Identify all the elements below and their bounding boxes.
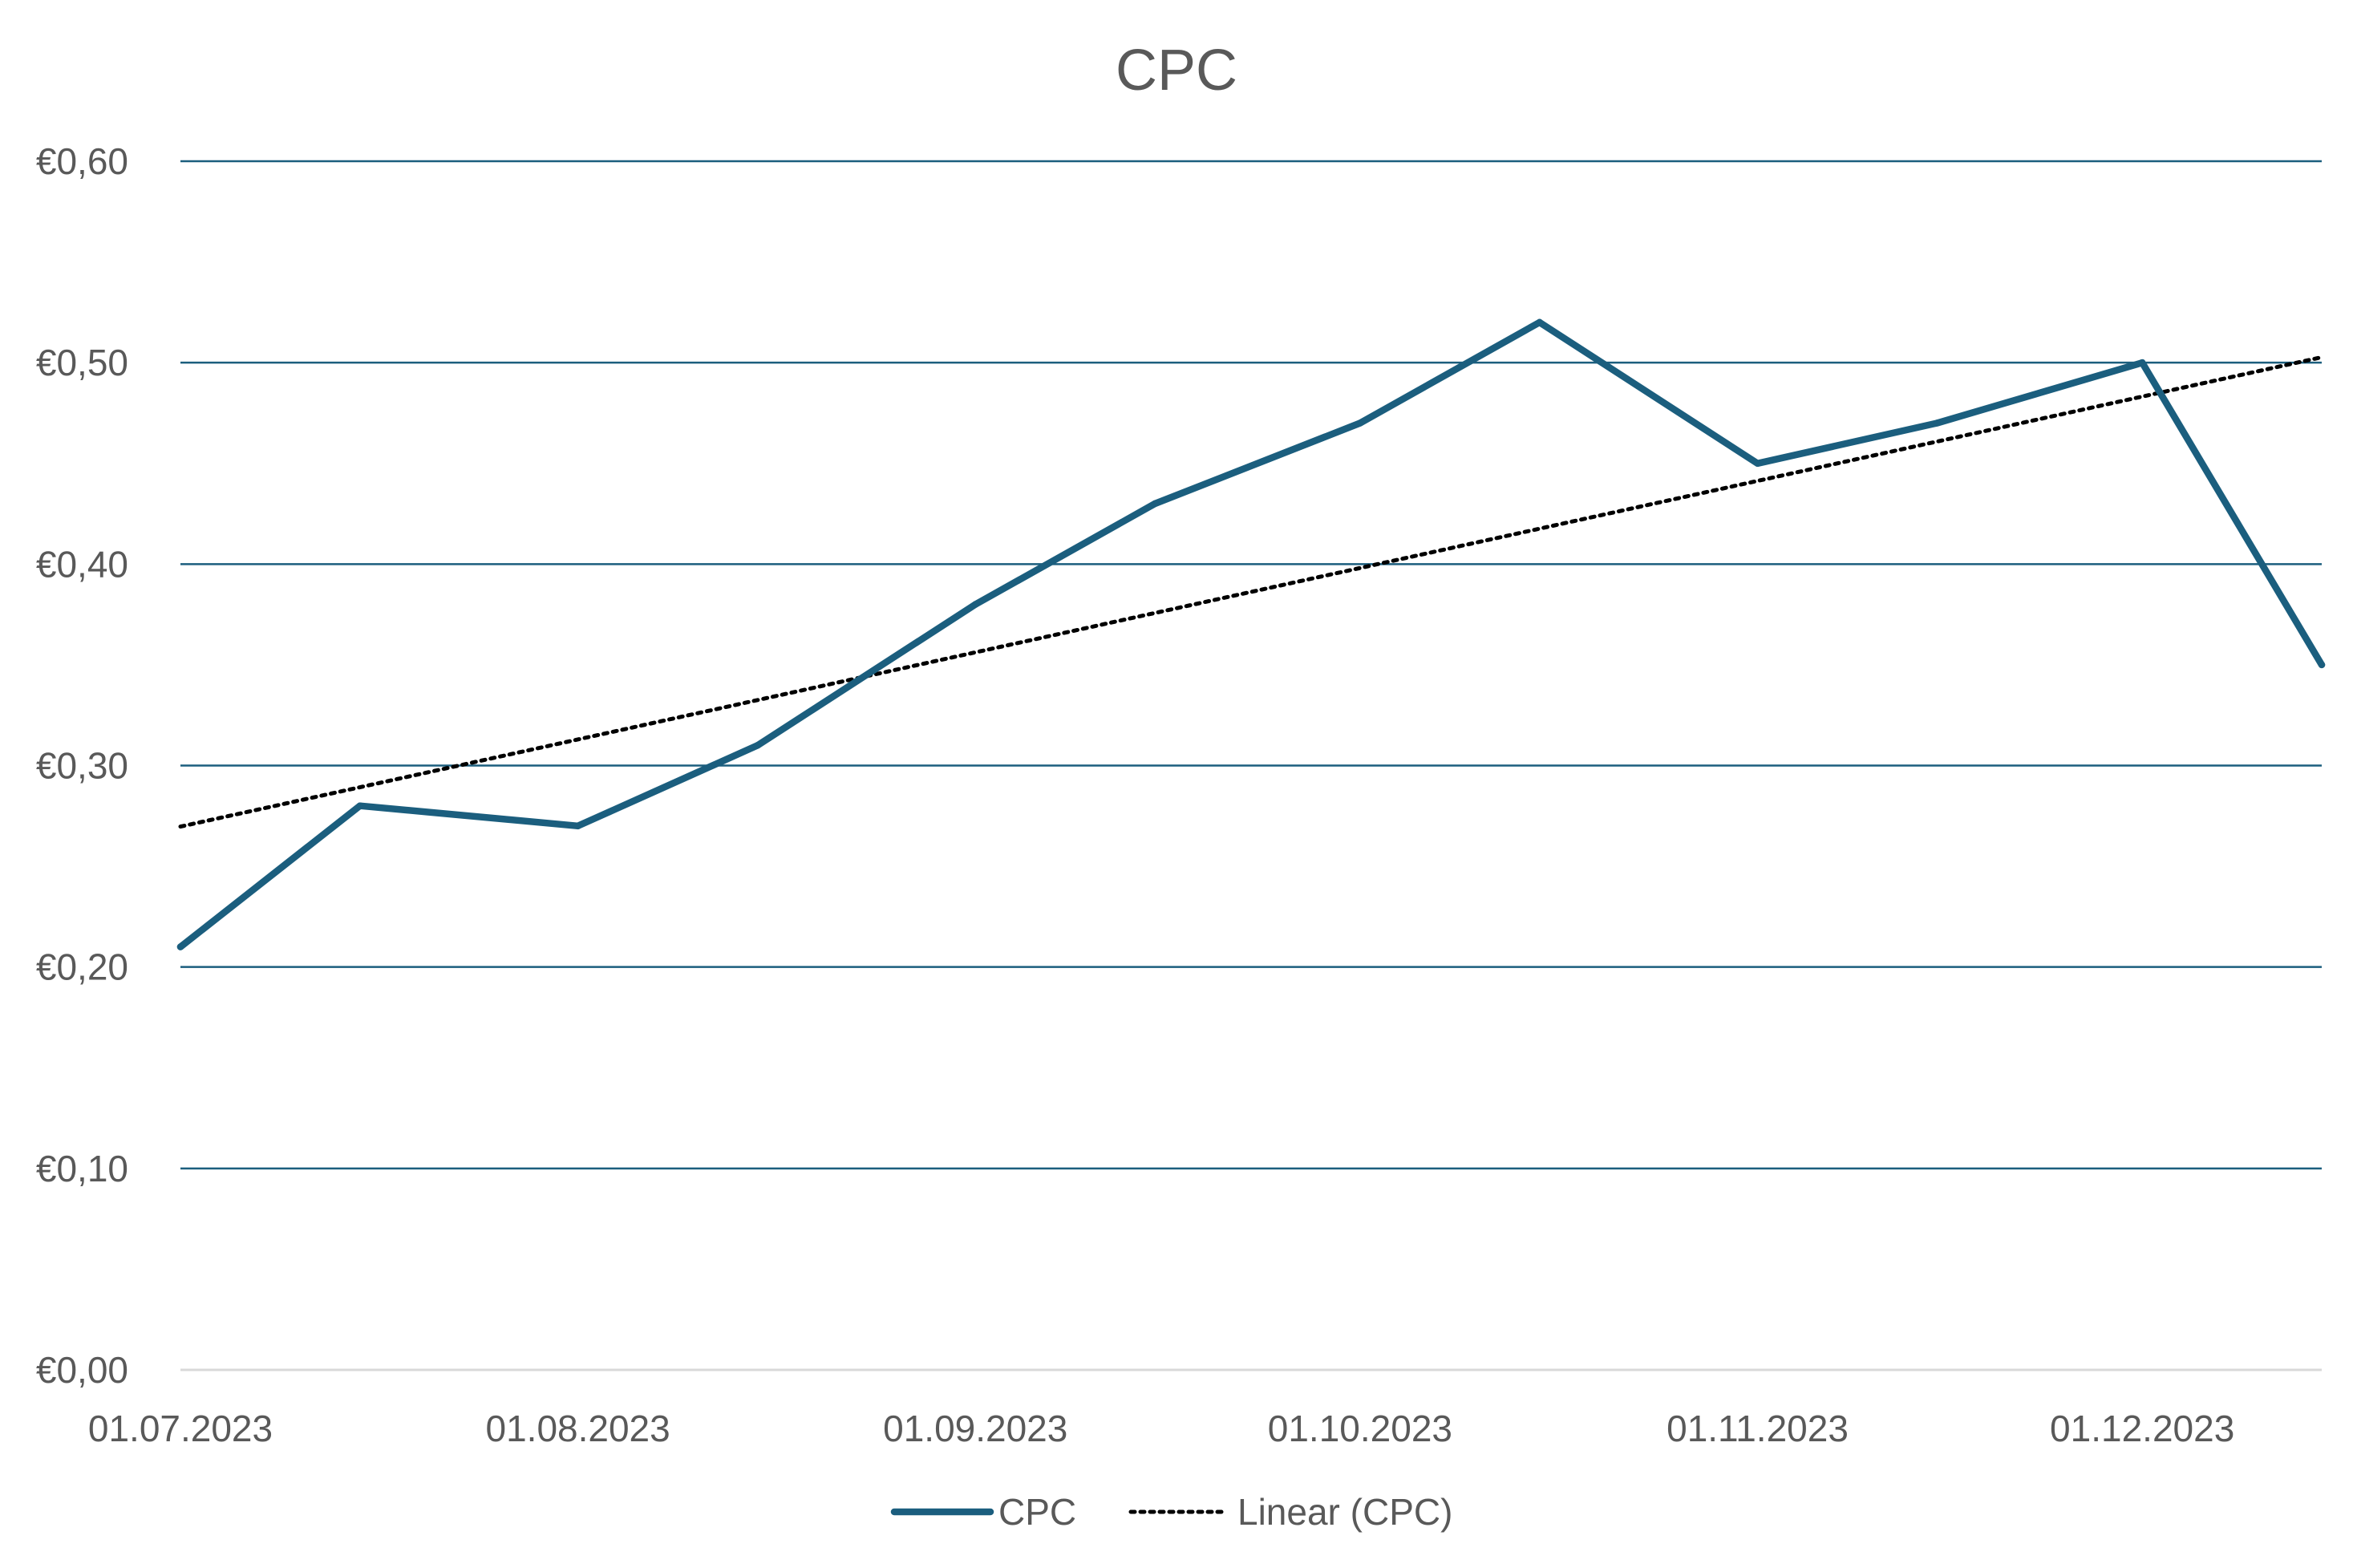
data-point-cpc bbox=[176, 943, 184, 950]
y-axis-tick-labels: €0,00 €0,10 €0,20 €0,30 €0,40 €0,50 €0,60 bbox=[36, 140, 128, 1391]
x-tick-label: 01.07.2023 bbox=[88, 1408, 273, 1449]
x-tick-label: 01.09.2023 bbox=[883, 1408, 1067, 1449]
data-point-cpc bbox=[1151, 500, 1159, 508]
y-tick-label: €0,00 bbox=[36, 1349, 128, 1391]
data-point-cpc bbox=[2318, 661, 2326, 669]
series-layer bbox=[176, 318, 2326, 950]
data-point-cpc bbox=[972, 601, 979, 608]
trendline-linear-cpc bbox=[178, 355, 2324, 829]
data-point-cpc bbox=[1934, 419, 1941, 427]
x-tick-label: 01.11.2023 bbox=[1667, 1408, 1849, 1449]
data-point-cpc bbox=[1536, 318, 1543, 326]
y-tick-label: €0,50 bbox=[36, 342, 128, 383]
x-tick-label: 01.10.2023 bbox=[1268, 1408, 1452, 1449]
chart-title: CPC bbox=[1116, 38, 1237, 103]
y-tick-label: €0,30 bbox=[36, 745, 128, 787]
data-point-cpc bbox=[574, 822, 581, 830]
data-point-cpc bbox=[356, 802, 364, 809]
x-tick-label: 01.08.2023 bbox=[486, 1408, 670, 1449]
y-tick-label: €0,10 bbox=[36, 1148, 128, 1189]
data-point-cpc bbox=[1754, 460, 1761, 467]
data-point-cpc bbox=[754, 742, 761, 749]
y-tick-label: €0,20 bbox=[36, 946, 128, 988]
gridlines bbox=[180, 160, 2322, 1371]
data-point-cpc bbox=[1356, 419, 1364, 427]
x-tick-label: 01.12.2023 bbox=[2050, 1408, 2234, 1449]
data-point-cpc bbox=[2138, 359, 2146, 367]
legend: CPC Linear (CPC) bbox=[890, 1491, 1452, 1533]
x-axis-tick-labels: 01.07.2023 01.08.2023 01.09.2023 01.10.2023… bbox=[88, 1408, 2234, 1449]
y-tick-label: €0,60 bbox=[36, 140, 128, 182]
legend-trendline-label: Linear (CPC) bbox=[1237, 1491, 1452, 1533]
y-tick-label: €0,40 bbox=[36, 543, 128, 585]
legend-cpc-label: CPC bbox=[998, 1491, 1076, 1533]
series-line-cpc bbox=[176, 318, 2326, 950]
